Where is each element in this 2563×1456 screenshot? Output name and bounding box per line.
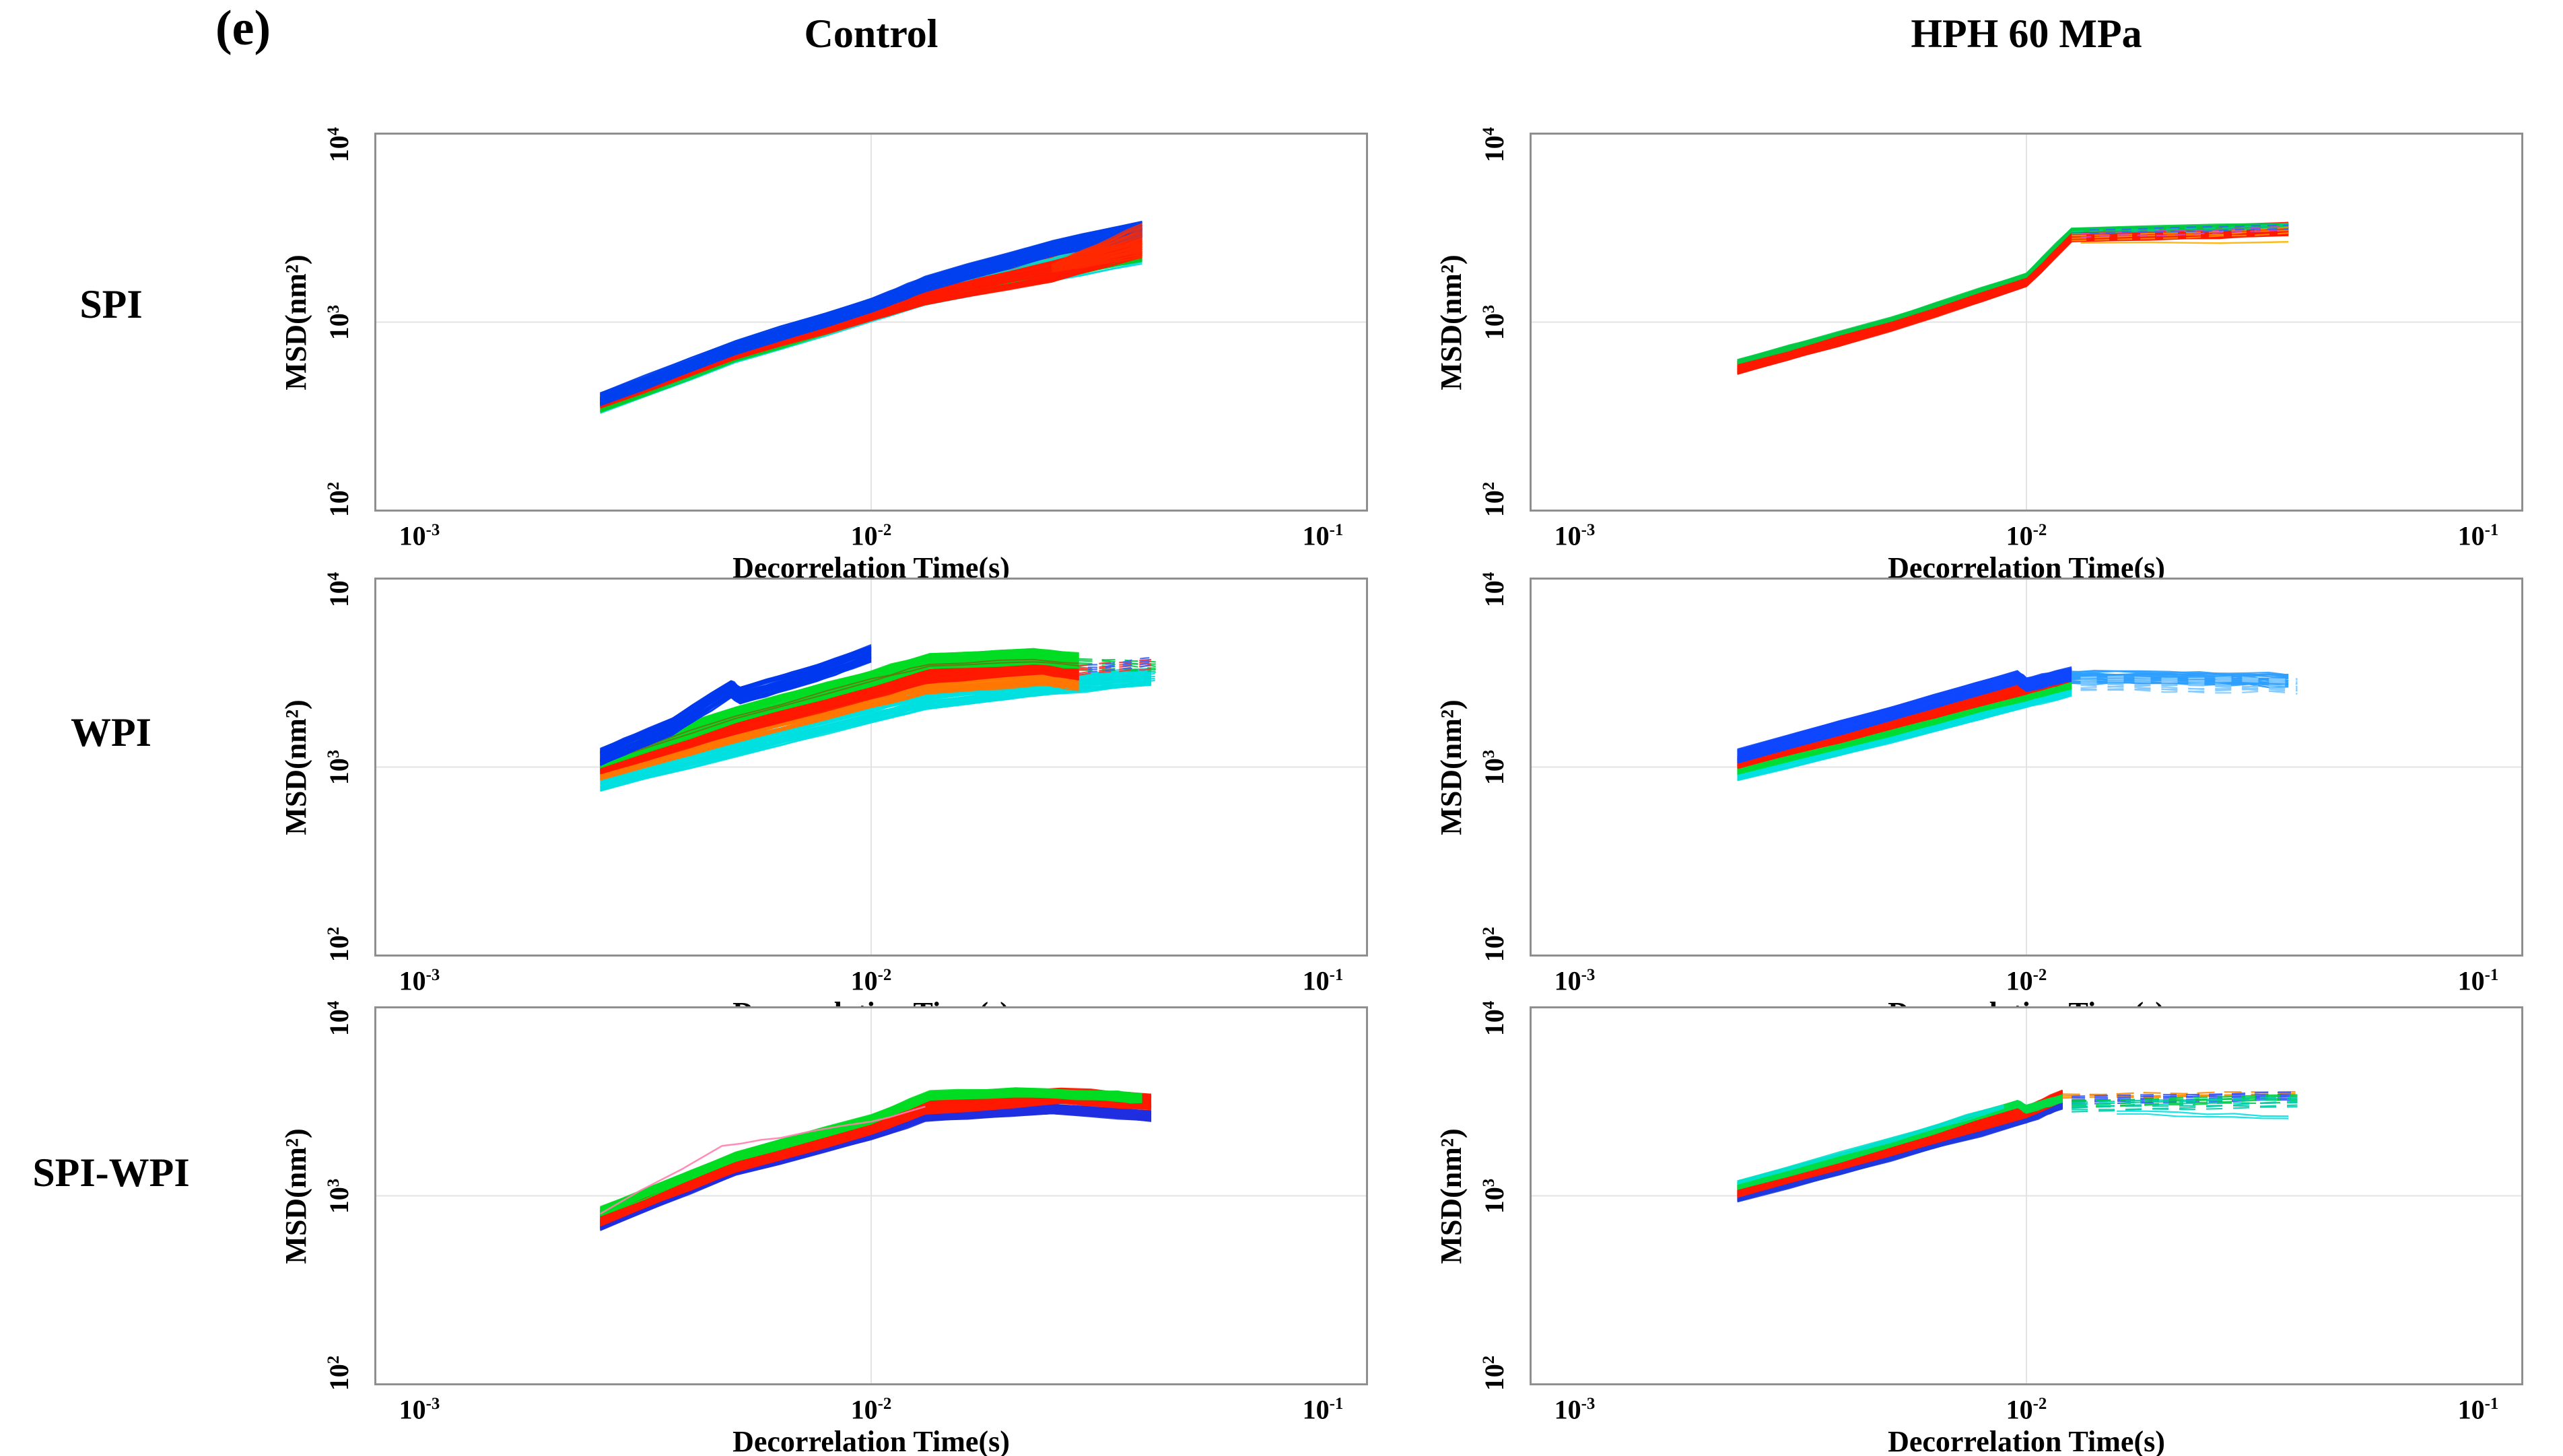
x-tick-label: 10-3 — [1554, 1394, 1596, 1425]
x-tick-label: 10-1 — [1302, 520, 1344, 551]
y-axis-title: MSD(nm²) — [1435, 1128, 1468, 1264]
x-tick-label: 10-1 — [1302, 1394, 1344, 1425]
y-tick-label: 104 — [1479, 571, 1510, 608]
x-tick-label: 10-2 — [2006, 520, 2047, 551]
series-blue-bundle — [600, 220, 1142, 407]
plot-wpi-control — [374, 578, 1368, 957]
plot-spiwpi-control — [374, 1006, 1368, 1385]
y-tick-label: 102 — [324, 926, 355, 963]
x-tick-label: 10-1 — [2457, 965, 2499, 996]
plot-wpi-hph60 — [1530, 578, 2523, 957]
series-red-fan — [1051, 223, 1142, 273]
y-tick-label: 104 — [324, 1000, 355, 1037]
y-axis-title: MSD(nm²) — [279, 1128, 312, 1264]
plot-frame — [1530, 1006, 2523, 1385]
x-tick-label: 10-1 — [2457, 520, 2499, 551]
series-blue-bundle — [1737, 666, 2072, 764]
x-tick-label: 10-2 — [2006, 1394, 2047, 1425]
series-cyan-top-edge — [1737, 1104, 2004, 1185]
plot-spiwpi-hph60 — [1530, 1006, 2523, 1385]
figure-label: (e) — [215, 1, 271, 56]
y-tick-label: 104 — [1479, 1000, 1510, 1037]
y-tick-label: 104 — [1479, 127, 1510, 163]
series-sky-plateau — [2071, 670, 2289, 689]
x-tick-label: 10-1 — [2457, 1394, 2499, 1425]
y-axis-title: MSD(nm²) — [279, 254, 312, 390]
x-tick-label: 10-3 — [1554, 965, 1596, 996]
x-tick-label: 10-3 — [1554, 520, 1596, 551]
y-tick-label: 102 — [1479, 481, 1510, 518]
column-title-hph-60-mpa: HPH 60 MPa — [1911, 11, 2142, 56]
y-axis-title: MSD(nm²) — [279, 699, 312, 835]
series-cyan-tail — [1079, 670, 1156, 690]
x-tick-label: 10-2 — [850, 520, 892, 551]
x-tick-label: 10-2 — [850, 1394, 892, 1425]
y-axis-title: MSD(nm²) — [1435, 254, 1468, 390]
y-tick-label: 103 — [1479, 749, 1510, 786]
x-axis-title: Decorrelation Time(s) — [1888, 1425, 2165, 1456]
series-blue-tail — [1087, 656, 1156, 673]
trajectory-bundles — [600, 644, 1156, 792]
trajectory-bundles — [600, 220, 1142, 414]
x-tick-label: 10-3 — [399, 520, 440, 551]
trajectory-bundles — [1737, 221, 2289, 375]
plot-frame — [1530, 578, 2523, 957]
y-tick-label: 102 — [324, 1355, 355, 1391]
series-yellow-plateau — [2080, 241, 2289, 244]
plot-frame — [1530, 133, 2523, 512]
y-tick-label: 104 — [324, 127, 355, 163]
x-tick-label: 10-2 — [850, 965, 892, 996]
column-title-control: Control — [804, 11, 938, 56]
x-axis-title: Decorrelation Time(s) — [732, 1425, 1010, 1456]
series-blue-plateau — [2089, 224, 2289, 234]
x-tick-label: 10-3 — [399, 1394, 440, 1425]
series-light-sky-plateau — [2080, 675, 2298, 695]
plot-frame — [374, 133, 1368, 512]
y-tick-label: 104 — [324, 571, 355, 608]
series-olive-line — [600, 658, 1079, 763]
plot-frame — [374, 578, 1368, 957]
series-cyan-low-line — [2117, 1110, 2289, 1119]
y-tick-label: 102 — [1479, 926, 1510, 963]
plot-frame — [374, 1006, 1368, 1385]
trajectory-bundles — [599, 1087, 1152, 1231]
y-tick-label: 102 — [324, 481, 355, 518]
y-tick-label: 103 — [324, 304, 355, 341]
y-tick-label: 103 — [1479, 1178, 1510, 1214]
plot-spi-control — [374, 133, 1368, 512]
y-tick-label: 103 — [1479, 304, 1510, 341]
trajectory-bundles — [1737, 1089, 2298, 1203]
trajectory-bundles — [1737, 666, 2298, 782]
y-tick-label: 102 — [1479, 1355, 1510, 1391]
series-blue-bundle — [600, 644, 872, 767]
y-axis-title: MSD(nm²) — [1435, 699, 1468, 835]
row-label-spi: SPI — [79, 282, 143, 326]
series-pink-outlier — [599, 1105, 926, 1215]
y-tick-label: 103 — [324, 1178, 355, 1214]
x-tick-label: 10-3 — [399, 965, 440, 996]
row-label-wpi: WPI — [71, 710, 151, 755]
series-teal-plateau — [2072, 1096, 2298, 1113]
plot-spi-hph60 — [1530, 133, 2523, 512]
row-label-spi-wpi: SPI-WPI — [32, 1150, 190, 1195]
y-tick-label: 103 — [324, 749, 355, 786]
x-tick-label: 10-2 — [2006, 965, 2047, 996]
series-green-bundle — [600, 1087, 1142, 1217]
x-tick-label: 10-1 — [1302, 965, 1344, 996]
